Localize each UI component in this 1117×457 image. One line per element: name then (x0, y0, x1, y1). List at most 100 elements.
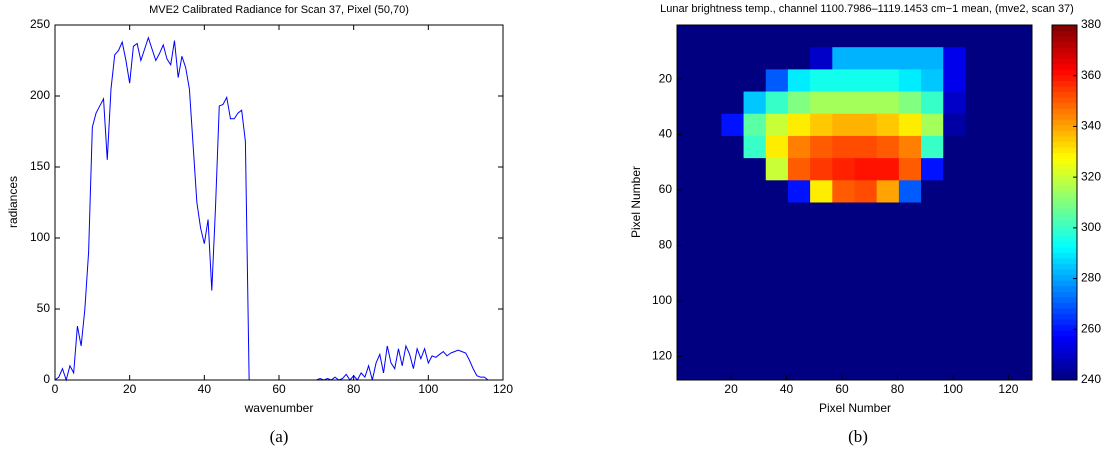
heatmap-cell (965, 180, 989, 203)
colorbar-segment (1052, 169, 1077, 176)
heatmap-cell (832, 69, 855, 93)
heatmap-cell (787, 313, 811, 337)
heatmap-cell (854, 25, 878, 48)
heatmap-cell (854, 357, 878, 381)
heatmap-cell (699, 202, 722, 226)
heatmap-cell (987, 47, 1011, 70)
heatmap-cell (721, 335, 745, 359)
colorbar-segment (1052, 374, 1077, 381)
heatmap-cell (721, 224, 745, 248)
heatmap-cell (943, 202, 966, 226)
heatmap-cell (1009, 158, 1033, 181)
heatmap-cell (743, 25, 767, 48)
heatmap-cell (921, 202, 944, 226)
colorbar-segment (1052, 30, 1077, 37)
colorbar-tick-label: 240 (1081, 372, 1101, 386)
heatmap-cell (765, 246, 789, 270)
colorbar-segment (1052, 313, 1077, 320)
heatmap-cell (743, 202, 767, 226)
heatmap-cell (765, 25, 789, 48)
colorbar-segment (1052, 208, 1077, 215)
colorbar-segment (1052, 296, 1077, 303)
heatmap-cell (677, 313, 700, 337)
heatmap-cell (810, 246, 833, 270)
heatmap-cell (898, 25, 922, 48)
heatmap-cell (810, 291, 833, 314)
heatmap-cell (832, 357, 855, 381)
heatmap-cell (743, 335, 767, 359)
heatmap-cell (677, 180, 700, 203)
heatmap-cell (898, 47, 922, 70)
colorbar-segment (1052, 74, 1077, 81)
heatmap-cell (765, 135, 789, 159)
colorbar-segment (1052, 152, 1077, 159)
heatmap-cell (743, 291, 767, 314)
colorbar-segment (1052, 97, 1077, 104)
heatmap-cell (854, 269, 878, 292)
heatmap-cell (965, 69, 989, 93)
heatmap-cell (876, 113, 900, 137)
heatmap-cell (876, 291, 900, 314)
x-tick-label: 20 (123, 382, 137, 396)
colorbar-segment (1052, 246, 1077, 253)
heatmap-cell (743, 135, 767, 159)
colorbar-segment (1052, 180, 1077, 187)
heatmap-cell (1009, 224, 1033, 248)
heatmap-cell (743, 180, 767, 203)
heatmap-cell (987, 113, 1011, 137)
heatmap-cell (943, 69, 966, 93)
heatmap-cell (943, 291, 966, 314)
heatmap-cell (721, 47, 745, 70)
heatmap-cell (721, 113, 745, 137)
heatmap-cell (677, 25, 700, 48)
x-axis-label: wavenumber (244, 401, 314, 415)
heatmap-cell (854, 313, 878, 337)
heatmap-cell (810, 47, 833, 70)
y-tick-label: 80 (659, 238, 673, 252)
colorbar-segment (1052, 124, 1077, 131)
heatmap-cell (854, 135, 878, 159)
y-tick-label: 250 (30, 17, 50, 31)
heatmap-cell (721, 202, 745, 226)
heatmap-cell (699, 335, 722, 359)
heatmap-cell (699, 135, 722, 159)
heatmap-cell (721, 91, 745, 115)
heatmap-cell (765, 47, 789, 70)
heatmap-cell (854, 158, 878, 181)
heatmap-cell (921, 135, 944, 159)
heatmap-cell (876, 158, 900, 181)
heatmap-cell (943, 25, 966, 48)
heatmap-cell (943, 113, 966, 137)
heatmap-cell (787, 69, 811, 93)
y-tick-label: 40 (659, 127, 673, 141)
colorbar-segment (1052, 324, 1077, 331)
colorbar-segment (1052, 224, 1077, 231)
heatmap-cell (854, 113, 878, 137)
heatmap-cell (677, 224, 700, 248)
heatmap-cell (677, 246, 700, 270)
heatmap-cell (832, 158, 855, 181)
plot-frame (676, 24, 1033, 381)
heatmap-cell (921, 224, 944, 248)
colorbar-segment (1052, 274, 1077, 281)
heatmap-cell (943, 357, 966, 381)
x-tick-label: 40 (780, 382, 794, 396)
colorbar-segment (1052, 91, 1077, 98)
heatmap-cell (765, 158, 789, 181)
heatmap-cell (943, 246, 966, 270)
heatmap-cell (965, 25, 989, 48)
heatmap-cell (1009, 135, 1033, 159)
heatmap-cell (787, 202, 811, 226)
colorbar-segment (1052, 352, 1077, 359)
heatmap-cell (721, 158, 745, 181)
heatmap-cell (987, 313, 1011, 337)
y-axis-label: Pixel Number (629, 166, 643, 238)
colorbar-segment (1052, 36, 1077, 43)
colorbar-segment (1052, 158, 1077, 165)
heatmap-cell (1009, 291, 1033, 314)
heatmap-cell (832, 269, 855, 292)
heatmap-cell (898, 246, 922, 270)
plot-frame (54, 24, 504, 381)
colorbar-segment (1052, 141, 1077, 148)
